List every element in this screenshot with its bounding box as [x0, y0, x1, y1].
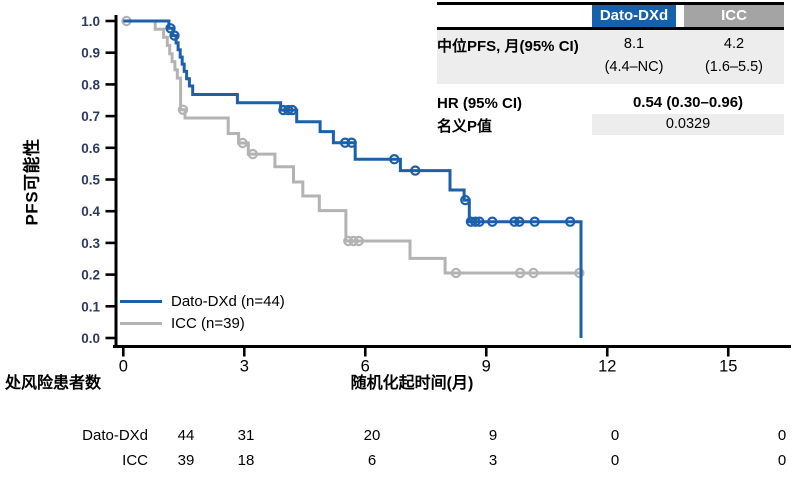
censor-mark [574, 267, 585, 279]
stats-col-header-icc: ICC [684, 5, 784, 27]
risk-count-icc-t2: 6 [367, 452, 377, 469]
stats-row-p-value: 名义P值 0.0329 [437, 114, 784, 136]
risk-count-icc-t4: 0 [610, 452, 620, 469]
censor-mark [474, 216, 485, 227]
risk-table-title: 处风险患者数 [5, 375, 102, 392]
risk-row-label-dato-dxd: Dato-DXd [82, 427, 148, 444]
risk-count-dato-dxd-t0: 44 [177, 427, 195, 444]
censor-mark [177, 104, 189, 116]
censor-mark [509, 216, 520, 227]
stats-header-spacer [437, 5, 592, 27]
stats-col-header-dato-dxd: Dato-DXd [592, 5, 676, 27]
legend-swatch-dato-dxd [120, 299, 162, 303]
y-tick-label: 0.5 [81, 173, 100, 188]
stats-row-median-pfs: 中位PFS, 月(95% CI) 8.1 (4.4–NC) 4.2 (1.6–5… [437, 30, 784, 85]
hazard-ratio-value: 0.54 (0.30–0.96) [632, 94, 744, 112]
censor-mark [450, 267, 462, 279]
censor-mark [470, 216, 481, 227]
y-tick-label: 0.4 [81, 204, 100, 219]
censor-mark [565, 216, 576, 227]
censor-mark [487, 216, 498, 227]
censor-mark [348, 235, 359, 247]
censor-mark [343, 235, 354, 247]
y-tick-label: 0.3 [81, 236, 100, 251]
y-tick-label: 0.0 [81, 331, 100, 346]
y-tick-label: 0.9 [81, 46, 100, 61]
risk-count-icc-t3: 3 [488, 452, 498, 469]
censor-mark [514, 216, 525, 227]
legend-item-dato-dxd: Dato-DXd (n=44) [120, 290, 285, 312]
x-tick-label: 12 [598, 358, 616, 376]
median-pfs-label: 中位PFS, 月(95% CI) [437, 38, 579, 55]
risk-count-dato-dxd-t3: 9 [488, 427, 498, 444]
y-tick-label: 0.7 [81, 109, 100, 124]
y-tick-label: 0.2 [81, 268, 100, 283]
risk-count-icc-t0: 39 [177, 452, 195, 469]
risk-count-icc-t1: 18 [237, 452, 255, 469]
risk-row-label-icc: ICC [122, 452, 148, 469]
y-tick-label: 0.6 [81, 141, 100, 156]
censor-mark [529, 216, 540, 227]
x-axis-title: 随机化起时间(月) [350, 375, 474, 392]
censor-mark [346, 137, 357, 148]
stats-table-header: Dato-DXd ICC [437, 5, 784, 30]
censor-mark [237, 137, 248, 149]
censor-mark [460, 194, 471, 206]
censor-mark [389, 153, 400, 165]
p-value-label: 名义P值 [437, 118, 493, 136]
median-pfs-dato-ci: (4.4–NC) [604, 59, 664, 76]
censor-mark [169, 30, 180, 41]
censor-mark [410, 165, 421, 176]
censor-marks-dato-dxd [165, 23, 576, 227]
stats-row-hazard-ratio: HR (95% CI) 0.54 (0.30–0.96) [437, 92, 784, 113]
median-pfs-dato-value: 8.1 (4.4–NC) [592, 33, 676, 79]
legend-swatch-icc [120, 321, 162, 325]
legend-label-icc: ICC (n=39) [171, 314, 245, 332]
censor-mark [339, 137, 351, 148]
km-curve-icc [123, 19, 580, 275]
y-axis-title: PFS可能性 [22, 138, 42, 226]
y-tick-label: 0.1 [81, 299, 100, 314]
median-pfs-icc-ci: (1.6–5.5) [704, 59, 764, 76]
censor-marks-icc [121, 15, 585, 279]
y-tick-label: 0.8 [81, 77, 100, 92]
x-tick-label: 9 [482, 358, 491, 376]
p-value: 0.0329 [592, 114, 784, 136]
hazard-ratio-label: HR (95% CI) [437, 95, 523, 113]
km-curve-dato-dxd [123, 19, 583, 338]
censor-mark [353, 235, 364, 247]
risk-count-dato-dxd-t5: 0 [777, 427, 787, 444]
censor-mark [287, 104, 298, 116]
stats-table: Dato-DXd ICC 中位PFS, 月(95% CI) 8.1 (4.4–N… [437, 2, 784, 136]
legend: Dato-DXd (n=44) ICC (n=39) [120, 290, 285, 334]
median-pfs-dato-estimate: 8.1 [623, 36, 645, 52]
x-tick-label: 6 [361, 358, 370, 376]
risk-count-dato-dxd-t1: 31 [237, 427, 255, 444]
legend-item-icc: ICC (n=39) [120, 312, 285, 334]
censor-mark [247, 148, 258, 160]
median-pfs-icc-estimate: 4.2 [723, 36, 745, 52]
censor-mark [514, 267, 526, 279]
x-tick-label: 0 [119, 358, 128, 376]
x-tick-label: 3 [240, 358, 249, 376]
median-pfs-icc-value: 4.2 (1.6–5.5) [684, 33, 784, 79]
censor-mark [528, 267, 539, 279]
risk-count-icc-t5: 0 [777, 452, 787, 469]
y-axis-ticks: 0.0 0.1 0.2 0.3 0.4 0.5 0.6 0.7 0.8 0.9 1.0 [81, 14, 115, 346]
risk-count-dato-dxd-t4: 0 [610, 427, 620, 444]
risk-count-dato-dxd-t2: 20 [363, 427, 381, 444]
censor-mark [283, 104, 294, 116]
y-tick-label: 1.0 [81, 14, 100, 29]
x-tick-label: 15 [719, 358, 737, 376]
x-axis-ticks: 0 3 6 9 12 15 [119, 348, 737, 376]
legend-label-dato-dxd: Dato-DXd (n=44) [171, 292, 285, 310]
